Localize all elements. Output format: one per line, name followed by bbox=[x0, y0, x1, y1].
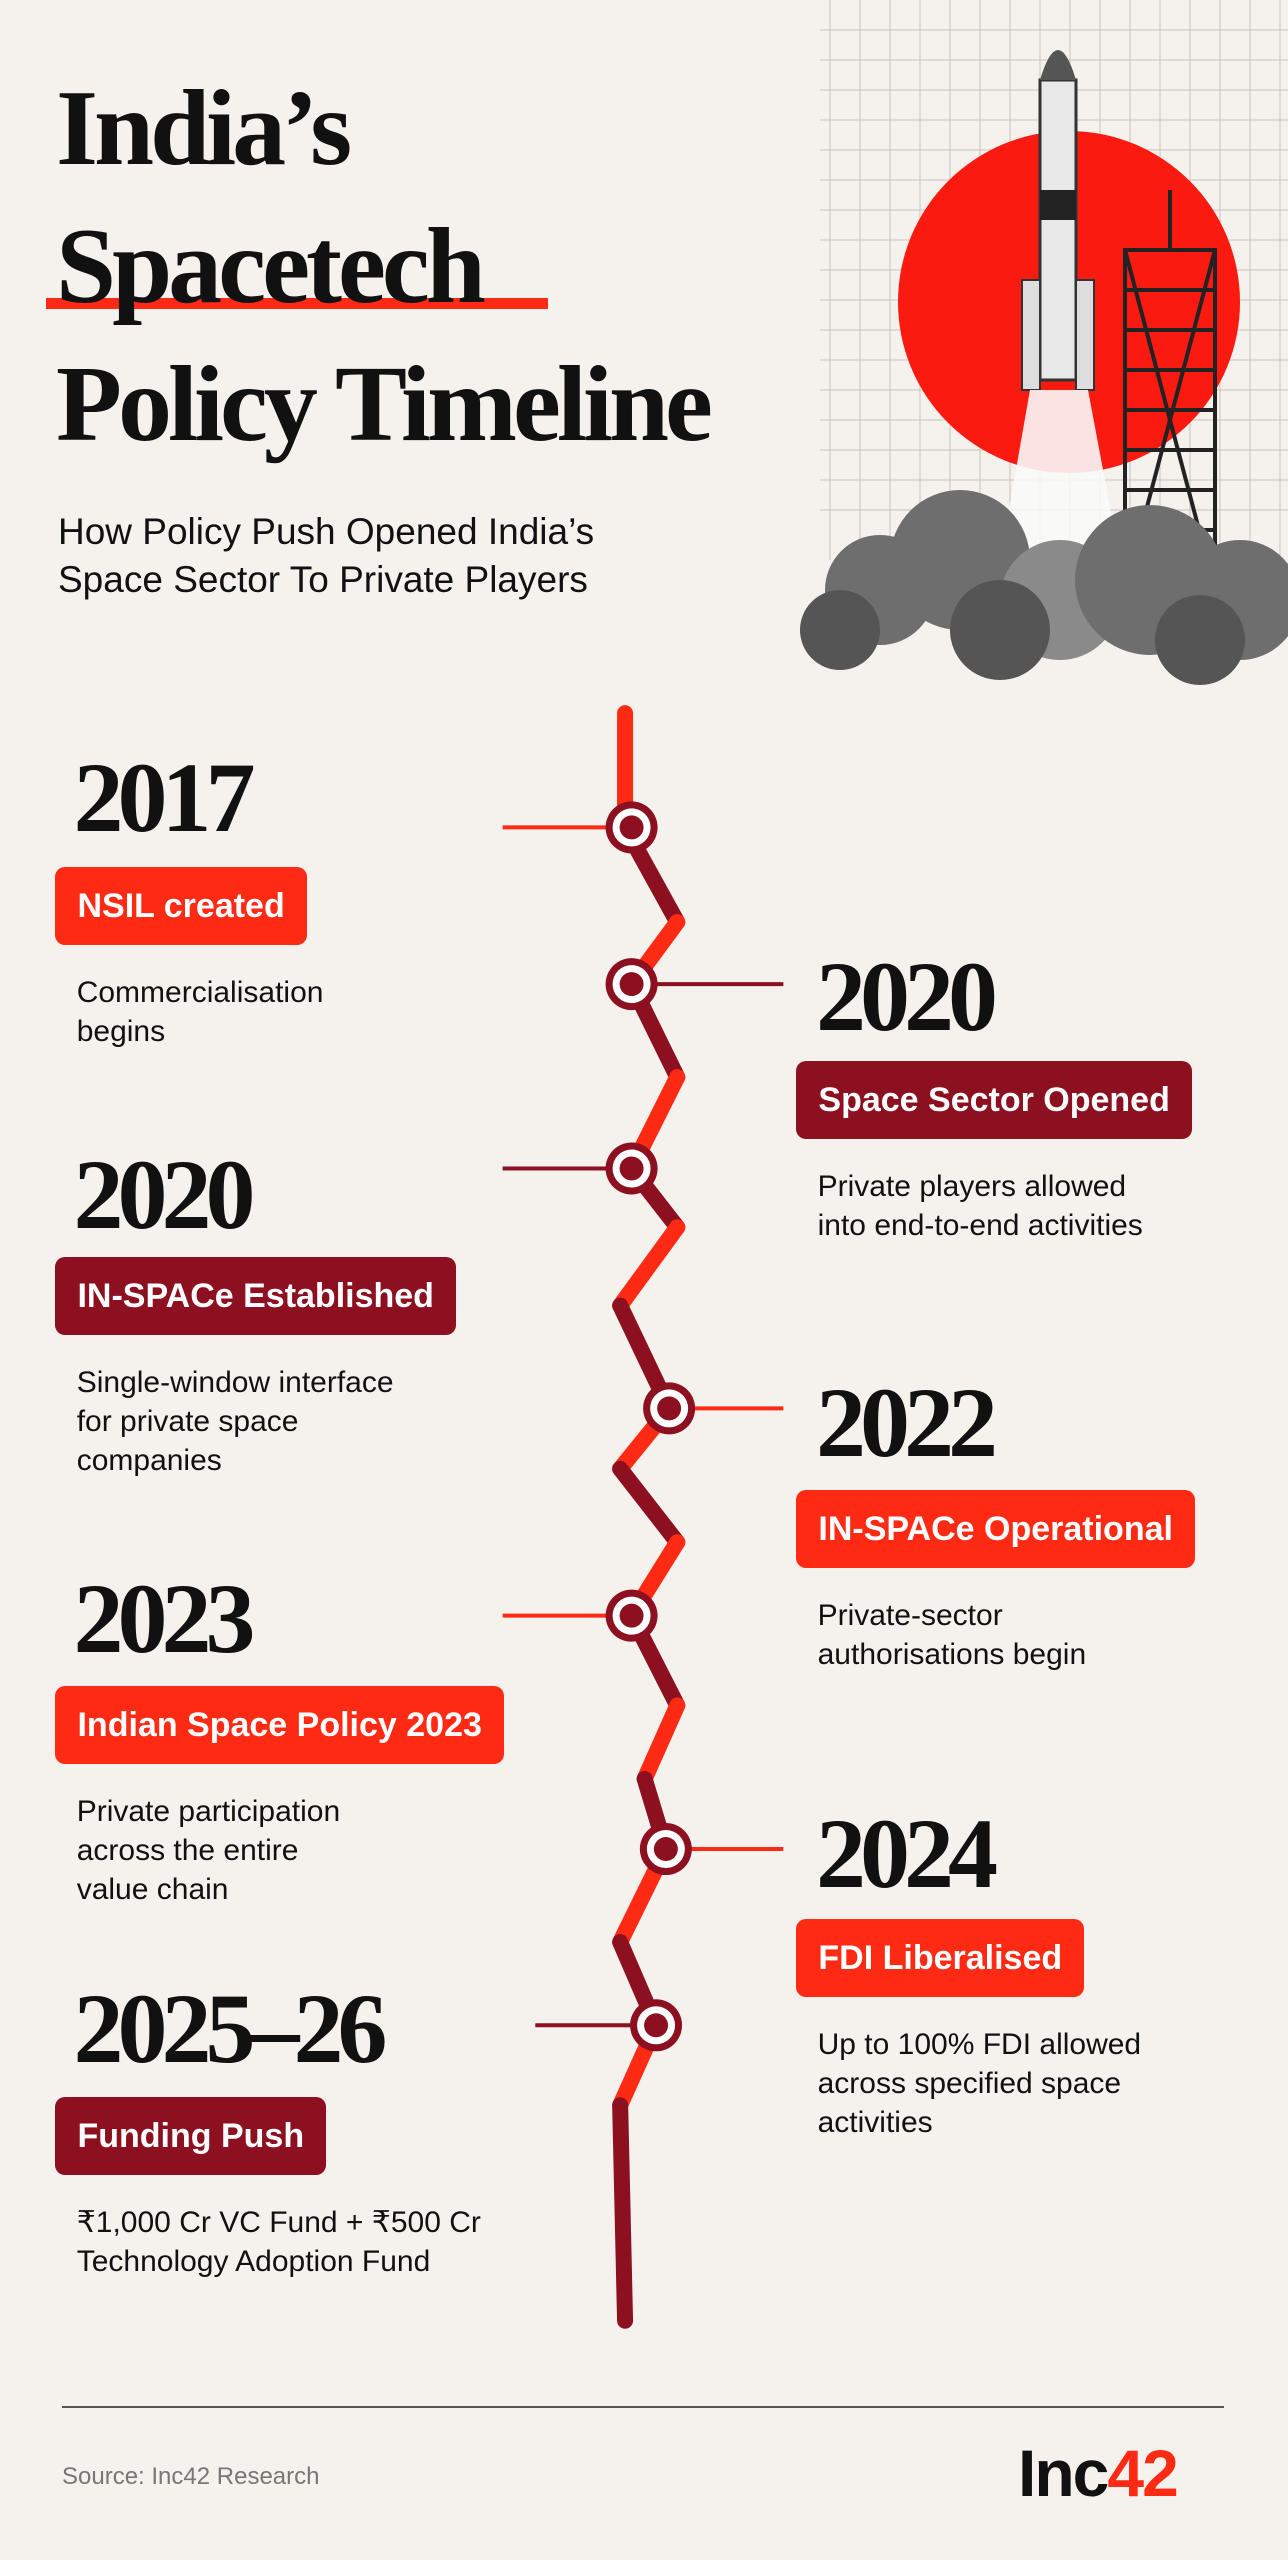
year: 2025–26 bbox=[73, 1972, 387, 2084]
node-dot bbox=[653, 1837, 678, 1862]
spine-segment bbox=[636, 1697, 686, 1787]
subtitle-line: Space Sector To Private Players bbox=[58, 559, 588, 600]
event-label: IN-SPACe Established bbox=[55, 1256, 456, 1335]
title-line: India’s bbox=[56, 69, 352, 188]
event-description: value chain bbox=[76, 1872, 229, 1906]
year: 2022 bbox=[816, 1367, 998, 1479]
logo-part: Inc bbox=[1018, 2436, 1109, 2510]
event-label: IN-SPACe Operational bbox=[796, 1490, 1195, 1569]
logo-part: 42 bbox=[1107, 2436, 1178, 2510]
event-description: Private participation bbox=[76, 1794, 341, 1828]
event-label: Space Sector Opened bbox=[796, 1060, 1192, 1139]
event-label: FDI Liberalised bbox=[796, 1919, 1085, 1998]
spine-segment bbox=[612, 2097, 634, 2329]
event-description: ₹1,000 Cr VC Fund + ₹500 Cr bbox=[76, 2206, 481, 2240]
node-dot bbox=[619, 1603, 644, 1628]
spine-segment bbox=[612, 1219, 686, 1314]
event-description: companies bbox=[76, 1443, 222, 1477]
event-label: Indian Space Policy 2023 bbox=[55, 1685, 504, 1764]
logo: Inc42 bbox=[1018, 2436, 1179, 2510]
subtitle-line: How Policy Push Opened India’s bbox=[58, 511, 595, 552]
event-description: activities bbox=[817, 2106, 933, 2140]
event-label: Funding Push bbox=[55, 2097, 327, 2176]
source: Source: Inc42 Research bbox=[62, 2463, 320, 2490]
event-description: begins bbox=[76, 1014, 166, 1048]
rocket bbox=[1000, 50, 1120, 560]
spine-segment bbox=[612, 1460, 686, 1551]
year: 2020 bbox=[816, 941, 998, 1053]
event-description: Technology Adoption Fund bbox=[76, 2245, 431, 2279]
node-dot bbox=[619, 815, 644, 840]
event-description: authorisations begin bbox=[817, 1638, 1087, 1672]
event-description: into end-to-end activities bbox=[817, 1208, 1143, 1242]
event-description: for private space bbox=[76, 1404, 299, 1438]
node-dot bbox=[619, 1156, 644, 1181]
smoke bbox=[800, 490, 1288, 685]
event-description: Commercialisation bbox=[76, 975, 324, 1009]
event-description: Up to 100% FDI allowed bbox=[817, 2028, 1142, 2062]
event-label: NSIL created bbox=[55, 866, 307, 945]
year: 2017 bbox=[73, 742, 255, 854]
event-description: Private-sector bbox=[817, 1599, 1003, 1633]
year: 2024 bbox=[816, 1798, 998, 1910]
title-line: Spacetech bbox=[56, 207, 486, 326]
year: 2020 bbox=[73, 1138, 255, 1250]
timeline bbox=[502, 705, 784, 2329]
title-underline bbox=[46, 298, 548, 309]
node-dot bbox=[657, 1396, 682, 1421]
event-description: across the entire bbox=[76, 1833, 299, 1867]
node-dot bbox=[644, 2013, 669, 2038]
event-description: Single-window interface bbox=[76, 1365, 394, 1399]
event-description: Private players allowed bbox=[817, 1169, 1127, 1203]
year: 2023 bbox=[73, 1563, 255, 1675]
event-description: across specified space bbox=[817, 2067, 1122, 2101]
title-line: Policy Timeline bbox=[56, 345, 713, 464]
node-dot bbox=[619, 972, 644, 997]
